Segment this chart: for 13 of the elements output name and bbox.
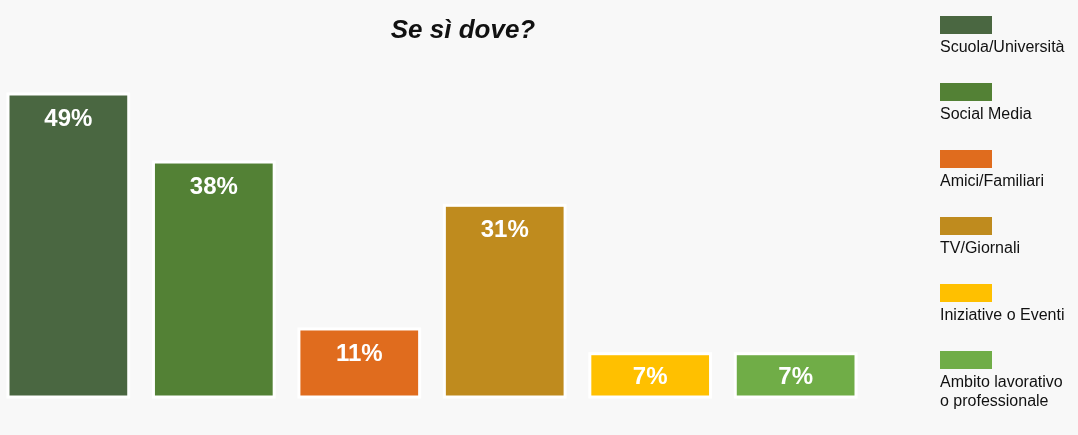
data-label: 38%: [189, 172, 238, 200]
data-label: 7%: [778, 362, 813, 390]
data-label: 49%: [44, 104, 93, 131]
data-label: 11%: [335, 338, 383, 366]
legend-label: Ambito lavorativo o professionale: [940, 373, 1063, 409]
legend-label: Social Media: [940, 105, 1032, 122]
data-label: 7%: [632, 362, 668, 390]
legend-label: Amici/Familiari: [940, 172, 1044, 189]
legend-label: Scuola/Università: [940, 38, 1065, 55]
data-label: 31%: [480, 215, 529, 243]
legend-label: Iniziative o Eventi: [940, 306, 1065, 323]
legend-label: TV/Giornali: [940, 239, 1021, 256]
chart-title: Se sì dove?: [390, 14, 536, 44]
